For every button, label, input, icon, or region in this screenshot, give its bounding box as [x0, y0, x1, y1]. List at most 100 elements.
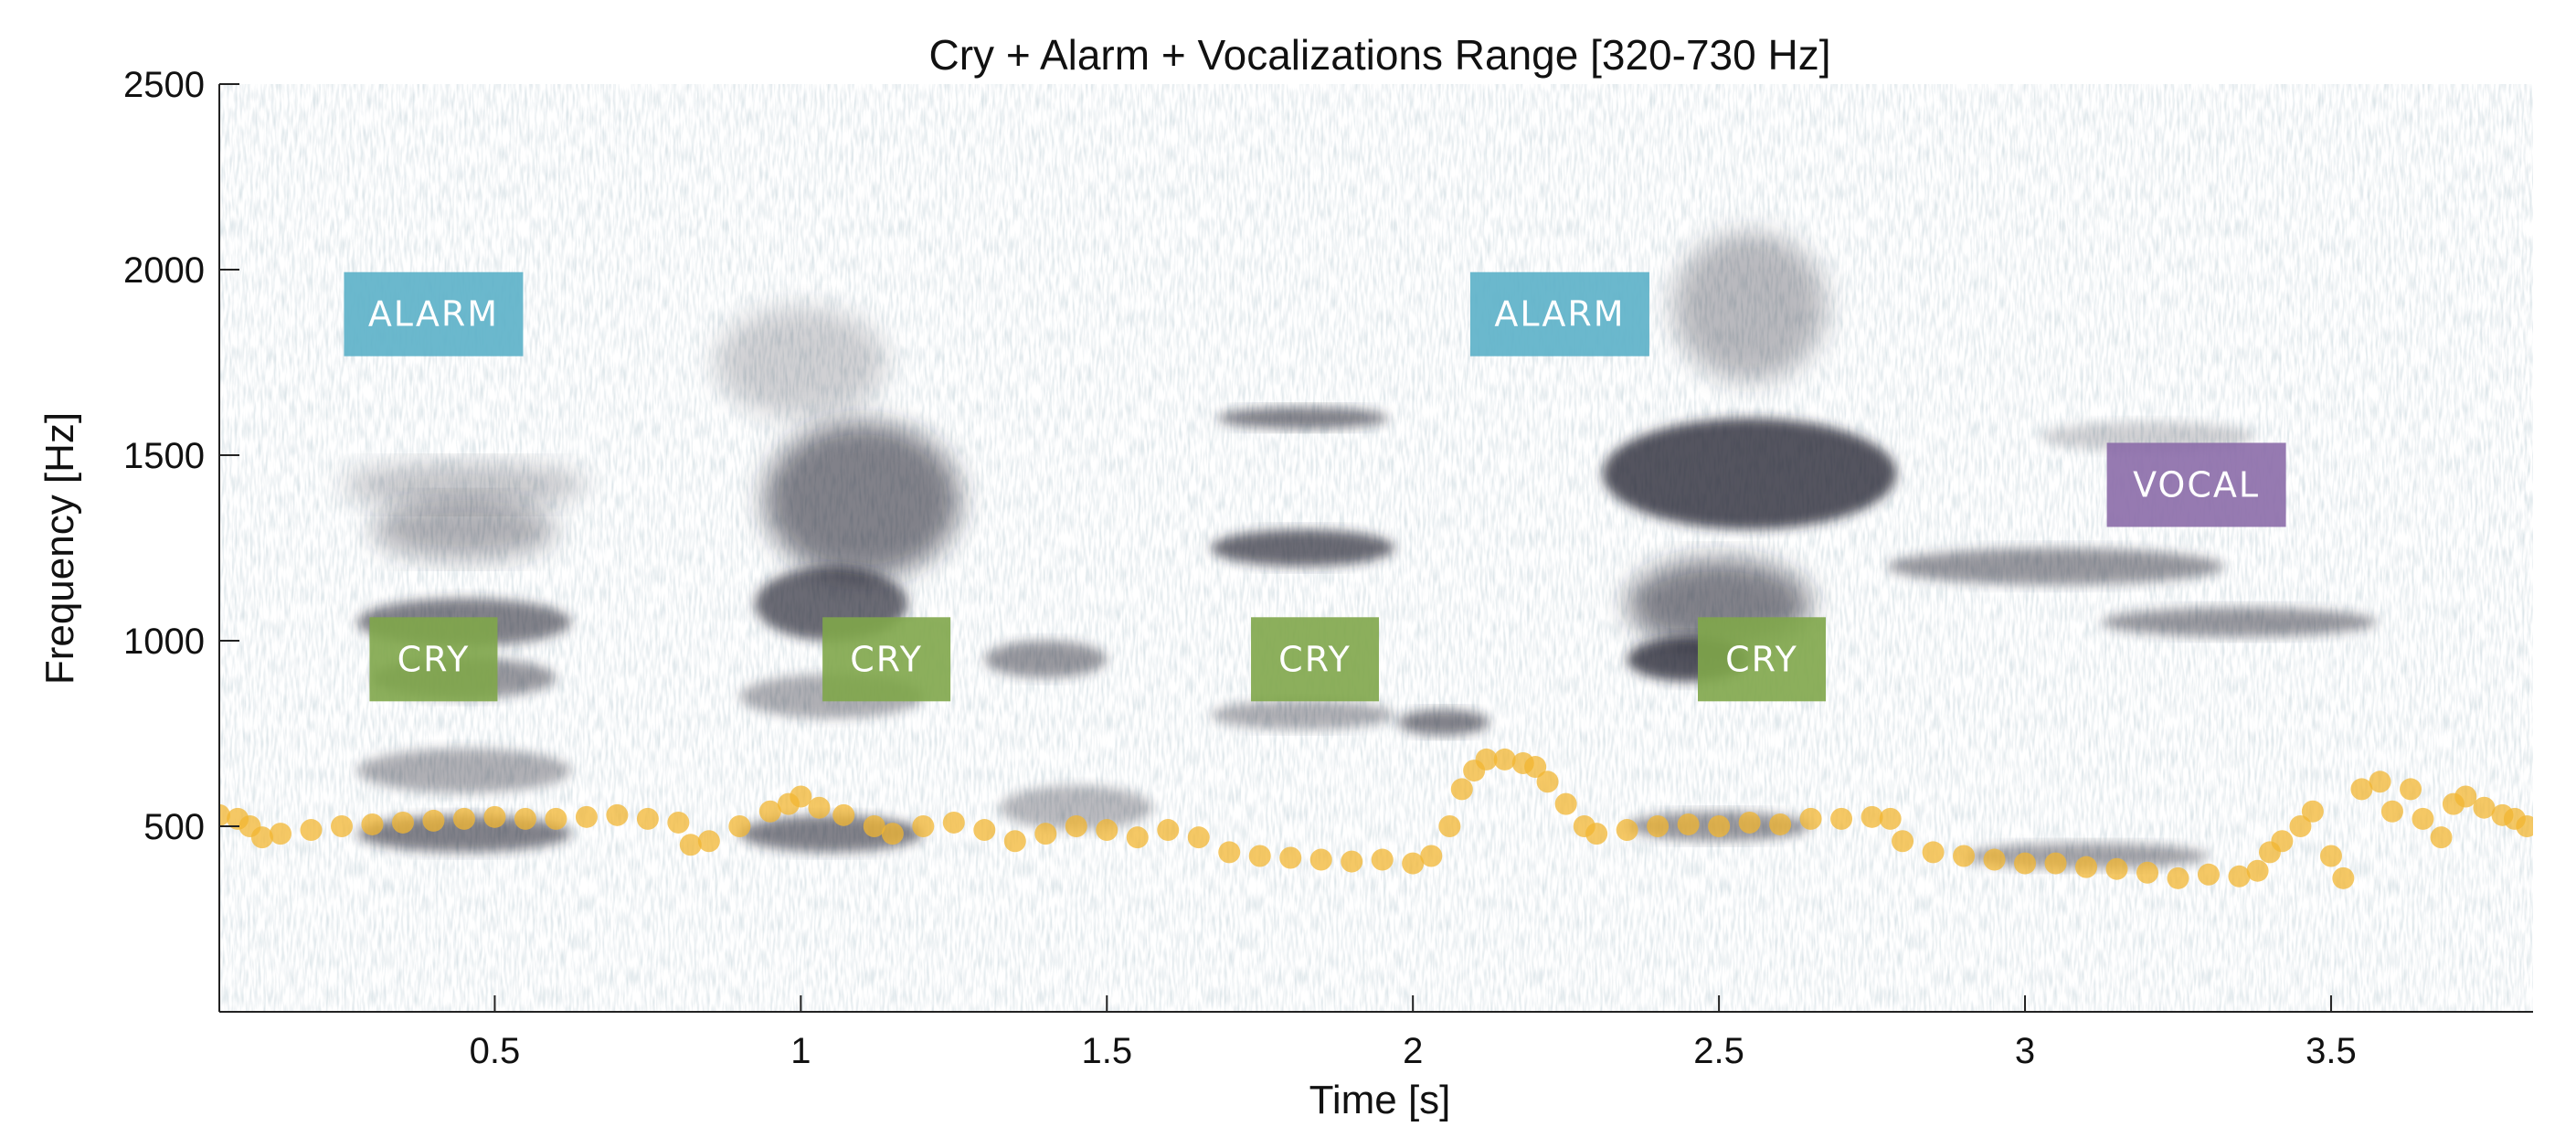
pitch-point	[863, 815, 885, 837]
pitch-point	[1126, 826, 1149, 849]
pitch-point	[2075, 856, 2098, 878]
pitch-point	[2400, 778, 2422, 801]
pitch-point	[2167, 866, 2189, 889]
pitch-point	[636, 807, 659, 830]
x-axis-ticks: 0.5 1 1.5 2 2.5 3 3.5	[470, 995, 2357, 1071]
pitch-point	[1003, 830, 1026, 853]
pitch-point	[514, 807, 536, 830]
pitch-point	[973, 819, 996, 842]
pitch-point	[1892, 830, 1914, 853]
y-tick-label: 1500	[123, 436, 205, 476]
annotation-cry: CRY	[1251, 617, 1380, 702]
x-tick-label: 0.5	[470, 1031, 521, 1071]
pitch-point	[667, 811, 690, 834]
pitch-point	[790, 785, 812, 808]
spectrogram-background	[219, 84, 2533, 1012]
annotation-alarm: ALARM	[344, 271, 524, 356]
pitch-point	[2369, 771, 2391, 793]
pitch-point	[1248, 845, 1271, 867]
pitch-point	[2430, 826, 2453, 849]
annotation-labels: ALARM ALARM CRY CRY CRY CRY VOCAL	[344, 271, 2286, 702]
pitch-point	[1157, 819, 1180, 842]
pitch-point	[2350, 778, 2373, 801]
annotation-cry: CRY	[369, 617, 498, 702]
pitch-point	[912, 815, 935, 837]
pitch-point	[1922, 841, 1945, 864]
pitch-point	[2044, 852, 2067, 875]
pitch-point	[1371, 848, 1394, 871]
pitch-point	[1475, 748, 1498, 771]
pitch-point	[1860, 805, 1883, 828]
pitch-point	[2301, 800, 2324, 823]
pitch-point	[452, 807, 475, 830]
annotation-cry: CRY	[822, 617, 951, 702]
pitch-point	[330, 815, 353, 837]
pitch-point	[1065, 815, 1087, 837]
x-tick-label: 3	[2015, 1031, 2035, 1071]
pitch-point	[1279, 846, 1302, 869]
pitch-point	[2228, 865, 2251, 888]
y-tick-label: 2500	[123, 65, 205, 105]
pitch-point	[1218, 841, 1241, 864]
pitch-point	[1585, 823, 1608, 845]
pitch-point	[1341, 850, 1363, 873]
pitch-point	[1953, 845, 1976, 867]
pitch-point	[1738, 811, 1761, 834]
pitch-point	[942, 811, 965, 834]
pitch-point	[2136, 861, 2158, 884]
annotation-vocal: VOCAL	[2106, 442, 2286, 527]
pitch-point	[575, 805, 598, 828]
pitch-point	[2332, 866, 2355, 889]
y-tick-label: 2000	[123, 250, 205, 291]
pitch-point	[1034, 823, 1057, 845]
pitch-point	[606, 803, 629, 826]
pitch-point	[1420, 845, 1443, 867]
pitch-point	[361, 813, 384, 835]
pitch-point	[1524, 756, 1547, 779]
pitch-point	[1402, 852, 1425, 875]
pitch-point	[1677, 813, 1700, 835]
svg-text:CRY: CRY	[1725, 639, 1798, 679]
pitch-point	[2289, 815, 2312, 837]
pitch-point	[2516, 815, 2533, 837]
svg-text:ALARM: ALARM	[1494, 294, 1625, 335]
pitch-point	[2197, 863, 2220, 886]
pitch-point	[808, 796, 831, 819]
pitch-point	[2014, 852, 2037, 875]
pitch-point	[422, 809, 445, 832]
pitch-point	[2473, 796, 2496, 819]
pitch-point	[1616, 819, 1638, 842]
pitch-point	[881, 823, 904, 845]
pitch-point	[300, 819, 323, 842]
pitch-point	[391, 811, 414, 834]
pitch-point	[2246, 859, 2269, 882]
pitch-point	[728, 815, 751, 837]
pitch-point	[832, 803, 855, 826]
pitch-point	[2271, 830, 2294, 853]
y-axis-label: Frequency [Hz]	[37, 412, 82, 685]
svg-text:CRY: CRY	[850, 639, 923, 679]
pitch-point	[1096, 819, 1118, 842]
x-tick-label: 2.5	[1693, 1031, 1744, 1071]
pitch-point	[483, 805, 506, 828]
x-tick-label: 3.5	[2306, 1031, 2357, 1071]
pitch-point	[250, 826, 273, 849]
pitch-point	[679, 834, 702, 856]
pitch-point	[2454, 785, 2477, 808]
pitch-point	[545, 807, 567, 830]
pitch-point	[2105, 857, 2128, 880]
pitch-point	[1554, 792, 1577, 815]
y-axis-ticks: 500 1000 1500 2000 2500	[123, 65, 239, 847]
pitch-point	[1769, 813, 1792, 835]
annotation-cry: CRY	[1698, 617, 1826, 702]
chart-title: Cry + Alarm + Vocalizations Range [320-7…	[929, 31, 1831, 79]
pitch-point	[2319, 845, 2342, 867]
pitch-point	[1450, 778, 1473, 801]
pitch-point	[1438, 815, 1461, 837]
x-tick-label: 1.5	[1081, 1031, 1132, 1071]
svg-text:VOCAL: VOCAL	[2133, 464, 2260, 505]
pitch-point	[269, 823, 292, 845]
svg-text:CRY: CRY	[398, 639, 471, 679]
pitch-point	[1187, 826, 1210, 849]
pitch-point	[758, 800, 781, 823]
